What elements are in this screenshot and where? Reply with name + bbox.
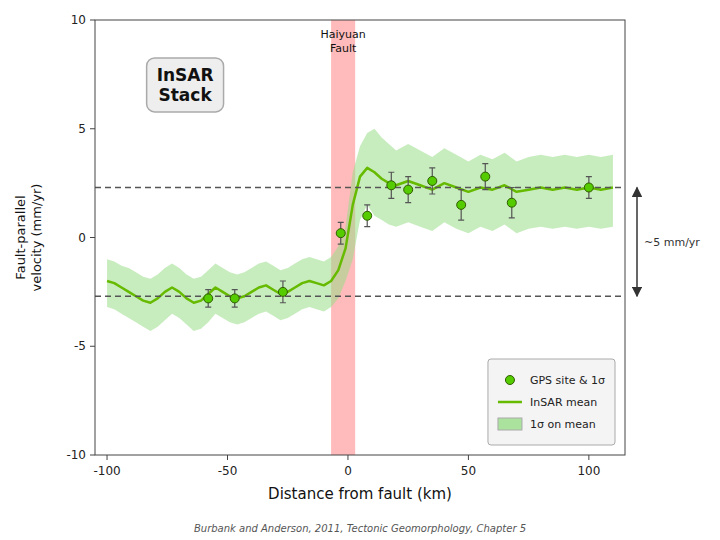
difference-arrow [636,187,638,296]
annotation-background [147,58,224,112]
difference-label: ~5 mm/yr [644,236,700,249]
gps-point [507,198,516,207]
gps-point [481,172,490,181]
caption: Burbank and Anderson, 2011, Tectonic Geo… [194,523,526,534]
annotation-box: InSARStack [147,58,224,112]
text-line: Fault-parallel [13,195,28,279]
legend-background [488,359,615,445]
y-tick [90,20,95,21]
gps-point [457,200,466,209]
legend-swatch [498,401,522,404]
y-tick-label: -10 [66,448,86,462]
x-tick-label: 0 [344,464,352,478]
gps-point [230,294,239,303]
legend-label: 1σ on mean [530,418,596,431]
x-tick [347,455,348,460]
x-tick-label: -50 [218,464,238,478]
plot-area [95,20,625,455]
y-tick [90,455,95,456]
y-tick-label: -5 [74,339,86,353]
gps-point [278,287,287,296]
x-tick [468,455,469,460]
y-tick-label: 10 [71,13,86,27]
gps-point [204,294,213,303]
y-tick [90,128,95,129]
gps-point [584,183,593,192]
x-tick-label: 100 [577,464,600,478]
legend-label: GPS site & 1σ [530,374,605,387]
text-line: Fault [330,42,357,55]
gps-point [363,211,372,220]
text-line: Stack [158,85,212,105]
gps-point [387,181,396,190]
legend-label: InSAR mean [530,396,597,409]
gps-point [404,185,413,194]
sigma-band [107,129,613,331]
x-tick-label: 50 [461,464,476,478]
x-tick [107,455,108,460]
x-tick-label: -100 [93,464,120,478]
annotation-text: InSARStack [157,65,214,105]
reference-line [95,187,625,189]
legend-swatch [498,418,522,430]
gps-point [336,229,345,238]
plot-frame [95,20,625,455]
y-tick [90,237,95,238]
fault-label: HaiyuanFault [321,28,366,55]
reference-line [95,295,625,297]
x-axis-label: Distance from fault (km) [268,485,452,503]
legend: GPS site & 1σ InSAR mean 1σ on mean [488,359,615,445]
x-tick [588,455,589,460]
y-tick [90,346,95,347]
y-tick-label: 5 [78,122,86,136]
plot-background [95,20,625,455]
y-axis-label: Fault-parallelvelocity (mm/yr) [13,184,44,292]
legend-swatch [505,376,514,385]
gps-point [428,176,437,185]
x-tick [227,455,228,460]
text-line: InSAR [157,65,214,85]
y-tick-label: 0 [78,231,86,245]
chart: -100-50050100-10-50510Distance from faul… [0,0,720,540]
text-line: velocity (mm/yr) [29,184,44,292]
text-line: Haiyuan [321,28,366,41]
